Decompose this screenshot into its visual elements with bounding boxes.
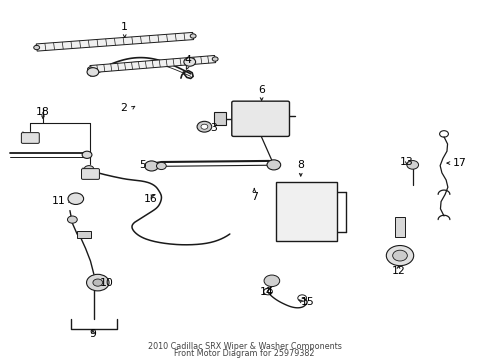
Circle shape	[201, 124, 207, 129]
Circle shape	[87, 68, 99, 76]
Text: 15: 15	[300, 297, 314, 307]
Bar	[214, 112, 226, 125]
Circle shape	[156, 162, 166, 170]
Circle shape	[197, 121, 211, 132]
Circle shape	[406, 161, 418, 169]
Text: 9: 9	[89, 329, 96, 339]
Text: 13: 13	[399, 157, 413, 167]
Circle shape	[266, 160, 280, 170]
Circle shape	[93, 279, 102, 286]
Circle shape	[183, 58, 195, 66]
Circle shape	[87, 67, 93, 71]
Text: 2010 Cadillac SRX Wiper & Washer Components: 2010 Cadillac SRX Wiper & Washer Compone…	[147, 342, 341, 351]
Text: 3: 3	[210, 123, 217, 133]
Text: 10: 10	[100, 278, 114, 288]
Text: 18: 18	[36, 107, 50, 117]
Circle shape	[34, 45, 40, 50]
Text: 14: 14	[259, 287, 273, 297]
Circle shape	[212, 57, 218, 61]
Text: 16: 16	[143, 194, 157, 204]
Text: 11: 11	[52, 196, 66, 206]
FancyBboxPatch shape	[21, 132, 39, 143]
Circle shape	[68, 193, 83, 204]
Text: 5: 5	[139, 159, 145, 170]
Text: 6: 6	[258, 85, 264, 95]
Circle shape	[190, 34, 196, 38]
Text: 1: 1	[121, 22, 128, 32]
Circle shape	[392, 250, 407, 261]
Text: 7: 7	[250, 192, 257, 202]
Circle shape	[86, 274, 109, 291]
Circle shape	[82, 151, 92, 158]
FancyBboxPatch shape	[231, 101, 289, 136]
Circle shape	[264, 275, 279, 287]
Circle shape	[144, 161, 158, 171]
Bar	[394, 217, 404, 237]
Circle shape	[386, 246, 413, 266]
Bar	[77, 231, 91, 238]
Text: 17: 17	[451, 158, 465, 168]
Text: 12: 12	[391, 266, 405, 276]
Text: 8: 8	[297, 160, 304, 170]
FancyBboxPatch shape	[276, 182, 336, 241]
Circle shape	[67, 216, 77, 223]
FancyBboxPatch shape	[81, 168, 99, 179]
Text: 2: 2	[120, 103, 127, 113]
Text: Front Motor Diagram for 25979382: Front Motor Diagram for 25979382	[174, 349, 314, 358]
Polygon shape	[36, 32, 193, 51]
Text: 4: 4	[184, 55, 191, 65]
Circle shape	[84, 166, 94, 173]
Polygon shape	[90, 55, 215, 73]
